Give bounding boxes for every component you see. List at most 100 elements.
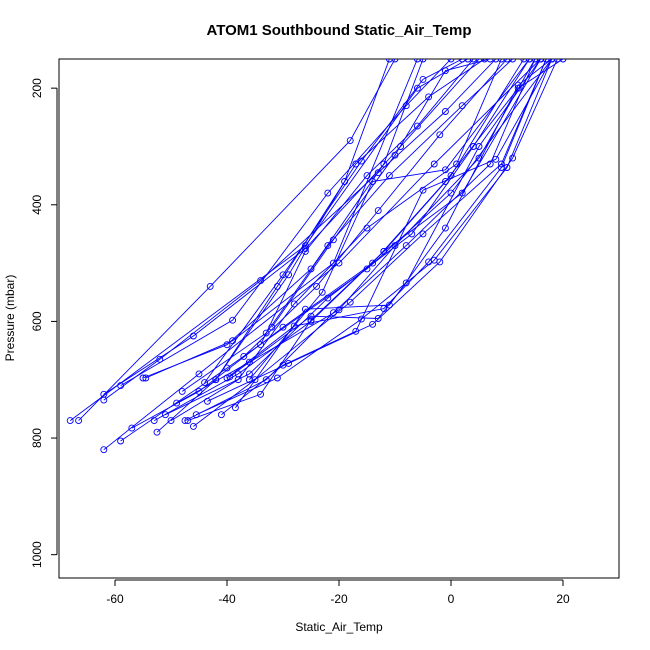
y-axis: 200 400 600 800 1000 (30, 78, 58, 568)
series-line-7 (120, 59, 452, 386)
data-point (425, 93, 433, 101)
data-point (469, 59, 477, 63)
data-point (419, 59, 427, 63)
data-point (559, 59, 567, 63)
data-point (391, 59, 399, 63)
x-tick-label: -40 (218, 592, 236, 606)
data-point (385, 172, 393, 180)
data-point (441, 166, 449, 174)
data-point (509, 59, 517, 63)
y-tick-label: 600 (30, 311, 44, 331)
data-point (290, 322, 298, 330)
data-point (128, 424, 136, 432)
series-line-26 (204, 59, 463, 383)
data-point (357, 157, 365, 165)
data-point (380, 247, 388, 255)
series-line-31 (181, 59, 513, 392)
data-point (206, 282, 214, 290)
data-point (279, 271, 287, 279)
data-point (173, 399, 181, 407)
data-point (402, 242, 410, 250)
series-line-25 (215, 59, 485, 380)
data-point (178, 387, 186, 395)
data-point (352, 160, 360, 168)
data-point (369, 320, 377, 328)
data-point (257, 390, 265, 398)
series-line-24 (226, 59, 547, 379)
data-point (436, 131, 444, 139)
data-point (497, 164, 505, 171)
data-point (75, 417, 83, 425)
data-point (117, 382, 125, 390)
series-line-3 (103, 59, 541, 451)
data-point (413, 84, 421, 92)
series-line-5 (103, 59, 497, 401)
data-point (245, 358, 253, 366)
data-point (447, 59, 455, 63)
data-point (262, 329, 270, 337)
data-point (492, 155, 500, 163)
x-tick-label: 20 (556, 592, 570, 606)
data-point (453, 160, 461, 168)
data-point (363, 172, 371, 180)
data-point (413, 59, 421, 63)
data-point (548, 59, 556, 63)
data-point (245, 376, 253, 384)
data-point (329, 236, 337, 244)
data-point (542, 59, 550, 63)
data-point (430, 160, 438, 168)
series-line-4 (120, 59, 553, 442)
series-line-15 (176, 59, 536, 404)
data-point (307, 312, 315, 320)
y-tick-label: 800 (30, 428, 44, 448)
data-point (464, 59, 472, 63)
x-tick-label: 0 (448, 592, 455, 606)
x-tick-label: -20 (330, 592, 348, 606)
data-point (195, 370, 203, 378)
y-axis-label: Pressure (mbar) (3, 275, 17, 362)
data-point (441, 67, 449, 75)
data-point (385, 59, 393, 63)
plot-frame (58, 58, 620, 579)
y-tick-label: 200 (30, 78, 44, 98)
data-point (301, 247, 309, 255)
x-axis: -60 -40 -20 0 20 (106, 579, 570, 606)
series-line-1 (69, 59, 469, 421)
data-point (313, 282, 321, 290)
data-point (369, 259, 377, 267)
data-point (475, 154, 483, 162)
series-line-27 (249, 59, 530, 380)
data-point (380, 305, 388, 313)
data-point (509, 154, 517, 162)
data-point (234, 376, 242, 384)
data-point (189, 422, 197, 430)
data-point (167, 417, 175, 425)
series-line-18 (193, 59, 547, 427)
chart-title: ATOM1 Southbound Static_Air_Temp (206, 22, 471, 39)
data-point (324, 242, 332, 250)
data-point (497, 59, 505, 63)
series-line-14 (170, 59, 502, 421)
series-line-17 (187, 59, 541, 422)
data-point (240, 352, 248, 360)
data-point (374, 207, 382, 215)
data-point (324, 294, 332, 302)
data-point (486, 160, 494, 168)
series-layer (66, 59, 567, 454)
data-point (189, 332, 197, 340)
series-line-11 (153, 59, 525, 421)
data-point (153, 428, 161, 436)
data-point (531, 59, 539, 63)
data-point (425, 258, 433, 266)
series-line-21 (221, 59, 553, 416)
data-point (380, 160, 388, 168)
data-point (419, 75, 427, 83)
series-line-23 (235, 59, 553, 408)
data-point (458, 102, 466, 110)
data-point (436, 258, 444, 266)
data-point (458, 59, 466, 63)
data-point (223, 374, 231, 382)
x-axis-label: Static_Air_Temp (295, 620, 383, 634)
series-line-29 (271, 59, 491, 328)
